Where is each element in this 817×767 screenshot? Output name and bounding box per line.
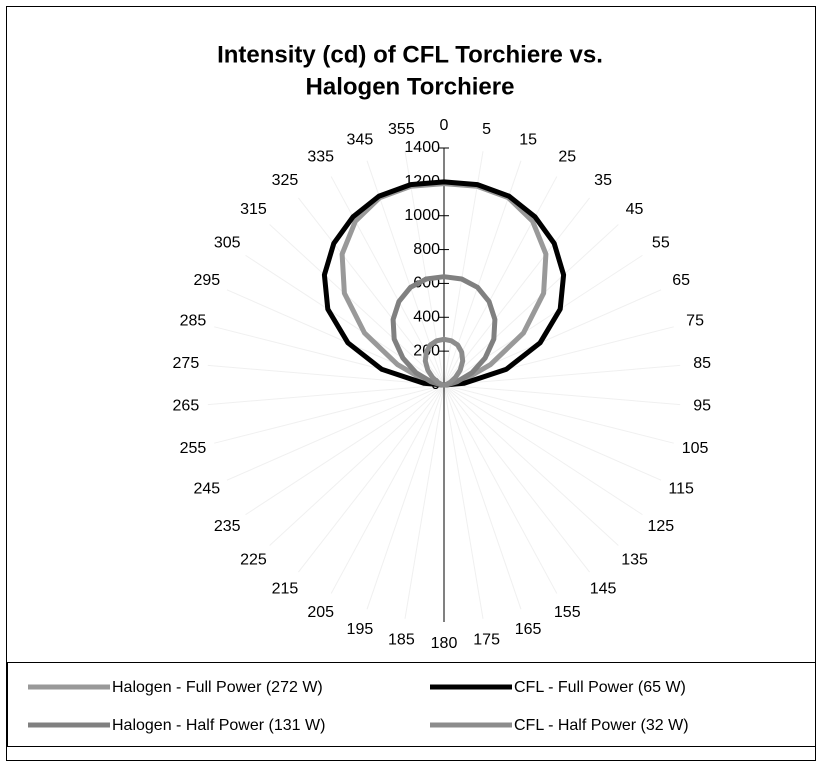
angle-label: 305 — [214, 235, 241, 252]
angle-label: 115 — [668, 480, 694, 497]
legend-box — [7, 662, 816, 747]
angle-label: 275 — [173, 355, 200, 372]
spoke — [214, 384, 445, 444]
angle-label: 75 — [686, 313, 704, 330]
angle-label: 125 — [647, 518, 674, 535]
angle-label: 295 — [193, 272, 220, 289]
y-tick-label: 1000 — [404, 207, 440, 224]
angle-label: 325 — [272, 172, 299, 189]
spoke — [443, 384, 590, 573]
angle-label: 185 — [388, 632, 415, 649]
angle-label: 265 — [173, 398, 200, 415]
spoke — [245, 384, 445, 516]
series-line — [422, 336, 466, 388]
angle-label: 255 — [180, 440, 207, 457]
angle-label: 45 — [626, 201, 644, 218]
angle-label: 0 — [440, 117, 449, 134]
y-tick-label: 1400 — [404, 139, 440, 156]
angle-label: 345 — [347, 131, 374, 148]
angle-label: 215 — [272, 581, 299, 598]
angle-label: 95 — [693, 398, 711, 415]
chart-frame — [6, 6, 816, 761]
angle-label: 225 — [240, 552, 267, 569]
spoke — [443, 384, 619, 546]
spoke — [443, 384, 674, 444]
chart-title: Intensity (cd) of CFL Torchiere vs. — [217, 41, 603, 68]
spoke — [443, 384, 558, 594]
angle-label: 85 — [693, 355, 711, 372]
spoke — [298, 384, 445, 573]
legend-label: CFL - Full Power (65 W) — [514, 679, 686, 696]
spoke — [443, 384, 522, 610]
angle-label: 15 — [519, 131, 537, 148]
legend-label: Halogen - Full Power (272 W) — [112, 679, 323, 696]
spoke — [443, 384, 484, 619]
y-tick-label: 400 — [413, 309, 440, 326]
spoke — [226, 384, 445, 481]
spoke — [269, 384, 445, 546]
angle-label: 145 — [590, 581, 617, 598]
angle-label: 5 — [482, 121, 491, 138]
spoke — [443, 384, 662, 481]
spoke — [443, 364, 681, 386]
angle-label: 35 — [594, 172, 612, 189]
spoke — [443, 384, 681, 406]
angle-label: 285 — [180, 313, 207, 330]
angle-label: 235 — [214, 518, 241, 535]
angle-label: 105 — [682, 440, 709, 457]
angle-label: 135 — [621, 552, 648, 569]
spoke — [443, 384, 643, 516]
angle-label: 315 — [240, 201, 267, 218]
legend-label: Halogen - Half Power (131 W) — [112, 717, 325, 734]
angle-label: 155 — [554, 604, 581, 621]
angle-label: 65 — [672, 272, 690, 289]
spoke — [404, 384, 445, 619]
spoke — [330, 384, 445, 594]
angle-label: 180 — [431, 635, 458, 652]
angle-label: 355 — [388, 121, 415, 138]
angle-label: 245 — [193, 480, 220, 497]
legend-label: CFL - Half Power (32 W) — [514, 717, 689, 734]
spoke — [207, 364, 445, 386]
spoke — [443, 197, 590, 386]
angle-label: 175 — [473, 632, 500, 649]
angle-label: 205 — [307, 604, 334, 621]
spoke — [443, 224, 619, 386]
spoke — [443, 151, 484, 386]
spoke — [366, 384, 445, 610]
y-tick-label: 800 — [413, 241, 440, 258]
angle-label: 55 — [652, 235, 670, 252]
angle-label: 165 — [515, 621, 542, 638]
spoke — [269, 224, 445, 386]
angle-label: 335 — [307, 148, 334, 165]
angle-label: 195 — [347, 621, 374, 638]
spoke — [404, 151, 445, 386]
spoke — [298, 197, 445, 386]
chart-title: Halogen Torchiere — [306, 73, 515, 100]
spoke — [207, 384, 445, 406]
angle-label: 25 — [558, 148, 576, 165]
